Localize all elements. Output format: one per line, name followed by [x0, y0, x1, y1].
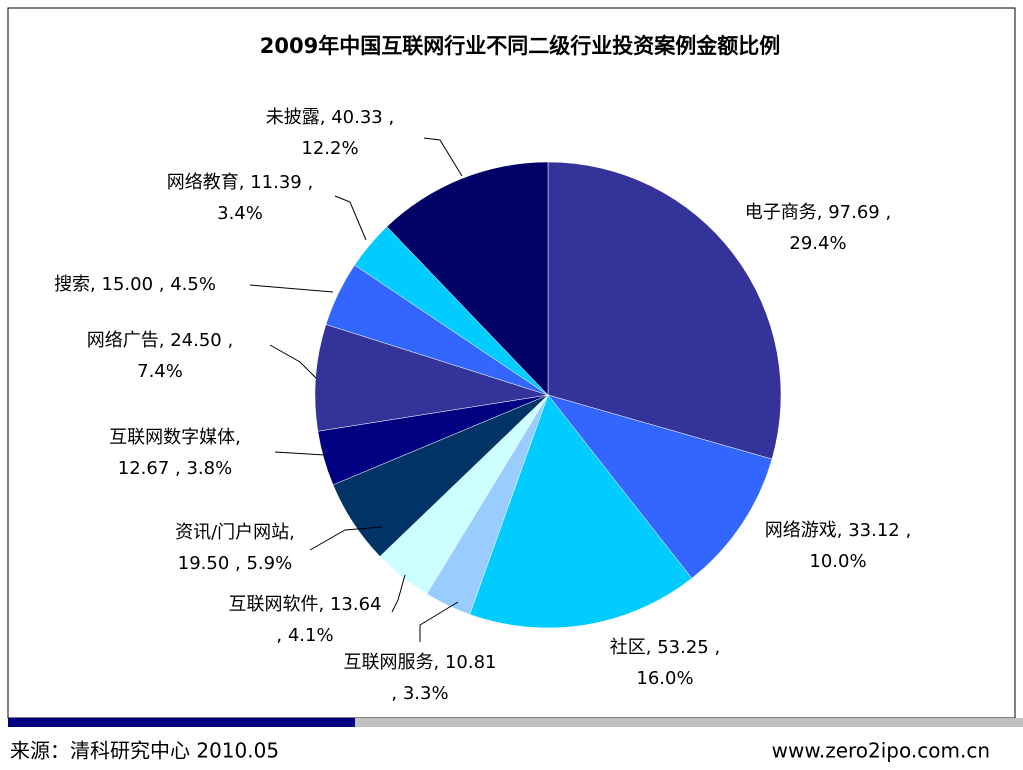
slice-label: 社区, 53.25 ,: [610, 637, 720, 658]
footer-bar: [355, 718, 1023, 727]
slice-label: 搜索, 15.00 , 4.5%: [54, 274, 216, 295]
slice-label: 资讯/门户网站,: [175, 522, 295, 543]
slice-label: , 3.3%: [391, 683, 448, 704]
slice-label: 互联网数字媒体,: [109, 427, 241, 448]
slice-label: 互联网服务, 10.81: [344, 652, 497, 673]
slice-label: 互联网软件, 13.64: [229, 594, 382, 615]
leader-line: [309, 526, 383, 551]
chart-title: 2009年中国互联网行业不同二级行业投资案例金额比例: [260, 34, 780, 58]
leader-line: [423, 137, 463, 177]
pie-slice: [547, 161, 782, 460]
leader-line: [274, 451, 326, 456]
leader-line: [391, 574, 406, 613]
slice-label: 7.4%: [137, 361, 183, 382]
slice-label: 16.0%: [636, 668, 693, 689]
leader-line: [249, 284, 334, 293]
leader-line: [334, 195, 367, 241]
website: www.zero2ipo.com.cn: [772, 739, 990, 763]
slice-label: , 4.1%: [276, 625, 333, 646]
source: 来源：清科研究中心 2010.05: [10, 739, 279, 763]
slice-label: 12.2%: [301, 138, 358, 159]
pie-slice: [386, 161, 549, 396]
slice-label: 网络游戏, 33.12 ,: [765, 520, 911, 541]
slice-label: 19.50 , 5.9%: [178, 553, 292, 574]
slice-label: 12.67 , 3.8%: [118, 458, 232, 479]
pie-slice: [547, 394, 773, 579]
footer-bar: [8, 718, 355, 727]
slice-label: 3.4%: [217, 203, 263, 224]
slice-label: 电子商务, 97.69 ,: [745, 202, 891, 223]
slice-label: 29.4%: [789, 233, 846, 254]
pie-slice: [469, 394, 693, 629]
slice-label: 未披露, 40.33 ,: [266, 107, 394, 128]
slice-label: 网络广告, 24.50 ,: [87, 330, 233, 351]
leader-line: [269, 344, 317, 379]
slice-label: 网络教育, 11.39 ,: [167, 172, 313, 193]
slice-label: 10.0%: [809, 551, 866, 572]
leader-line: [419, 601, 459, 642]
